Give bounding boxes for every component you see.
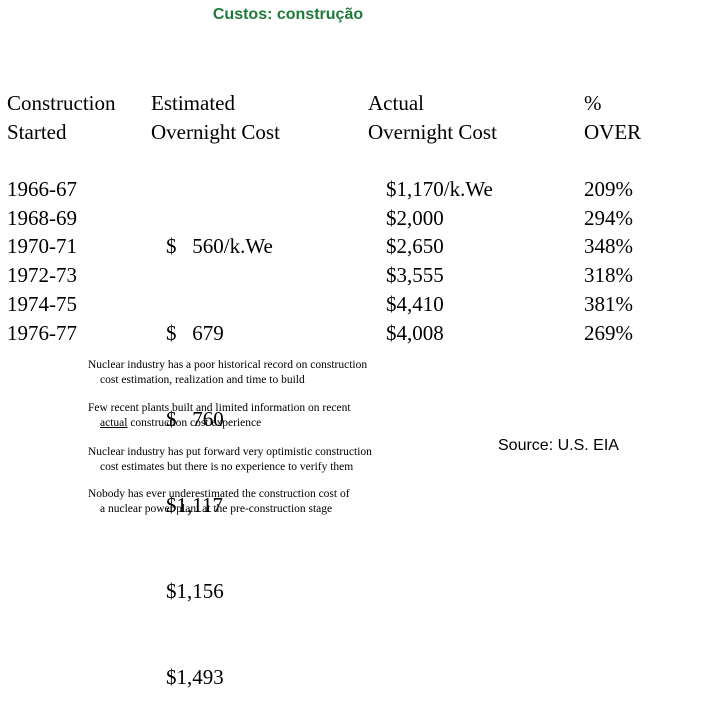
note-line: Nobody has ever underestimated the const… — [88, 488, 350, 500]
note-recent-plants: Few recent plants built and limited info… — [88, 401, 388, 431]
header-line: Actual — [368, 91, 424, 115]
cell-actual: $3,555 — [386, 263, 444, 288]
cell-estimated: $1,493 — [166, 664, 224, 689]
header-line: % — [584, 91, 602, 115]
header-percent-over: % OVER — [584, 89, 641, 147]
header-line: Estimated — [151, 91, 235, 115]
cell-actual: $4,410 — [386, 291, 444, 316]
note-line: a nuclear power plant at the pre-constru… — [100, 503, 333, 515]
cell-actual: $2,650 — [386, 234, 444, 259]
cell-started: 1966-67 — [7, 177, 77, 201]
header-line: Overnight Cost — [151, 120, 280, 144]
header-line: Overnight Cost — [368, 120, 497, 144]
note-line: actual construction cost experience — [88, 416, 388, 431]
cell-estimated: $ 760 — [166, 406, 224, 431]
cell-estimated: $ 679 — [166, 320, 224, 345]
note-line-rest: construction cost experience — [127, 417, 262, 429]
cell-started: 1976-77 — [7, 320, 77, 345]
cell-started: 1970-71 — [7, 234, 77, 259]
cell-over: 381% — [584, 291, 633, 316]
note-underestimated: Nobody has ever underestimated the const… — [88, 487, 388, 517]
page-title: Custos: construção — [212, 6, 364, 23]
header-actual-cost: Actual Overnight Cost — [368, 89, 497, 147]
note-optimistic-estimates: Nuclear industry has put forward very op… — [88, 445, 408, 475]
note-line: Few recent plants built and limited info… — [88, 402, 351, 414]
note-line: Nuclear industry has put forward very op… — [88, 446, 372, 458]
column-over: 209% 294% 348% 318% 381% 269% — [584, 175, 633, 347]
cell-actual: $1,170/k.We — [386, 177, 493, 201]
cell-estimated: $1,156 — [166, 578, 224, 603]
column-started: 1966-67 1968-69 1970-71 1972-73 1974-75 … — [7, 175, 77, 347]
note-line: cost estimation, realization and time to… — [100, 374, 305, 386]
cell-over: 318% — [584, 263, 633, 288]
cell-over: 294% — [584, 205, 633, 230]
cell-estimated: $ 560/k.We — [166, 234, 273, 259]
cell-over: 348% — [584, 234, 633, 259]
source-citation: Source: U.S. EIA — [498, 437, 619, 454]
header-construction-started: Construction Started — [7, 89, 116, 147]
cell-over: 209% — [584, 177, 633, 201]
cell-started: 1974-75 — [7, 291, 77, 316]
cell-estimated: $1,117 — [166, 492, 223, 517]
note-actual-underlined: actual — [100, 417, 128, 429]
note-line: Nuclear industry has a poor historical r… — [88, 359, 368, 371]
header-line: OVER — [584, 120, 642, 144]
cell-actual: $2,000 — [386, 205, 444, 230]
cell-actual: $4,008 — [386, 320, 444, 345]
note-historical-record: Nuclear industry has a poor historical r… — [88, 358, 388, 388]
header-estimated-cost: Estimated Overnight Cost — [151, 89, 280, 147]
cell-started: 1968-69 — [7, 205, 77, 230]
column-actual: $1,170/k.We $2,000 $2,650 $3,555 $4,410 … — [386, 175, 493, 347]
note-line: cost estimates but there is no experienc… — [100, 461, 354, 473]
header-line: Construction — [7, 91, 116, 115]
header-line: Started — [7, 120, 67, 144]
cell-started: 1972-73 — [7, 263, 77, 288]
cell-over: 269% — [584, 320, 633, 345]
